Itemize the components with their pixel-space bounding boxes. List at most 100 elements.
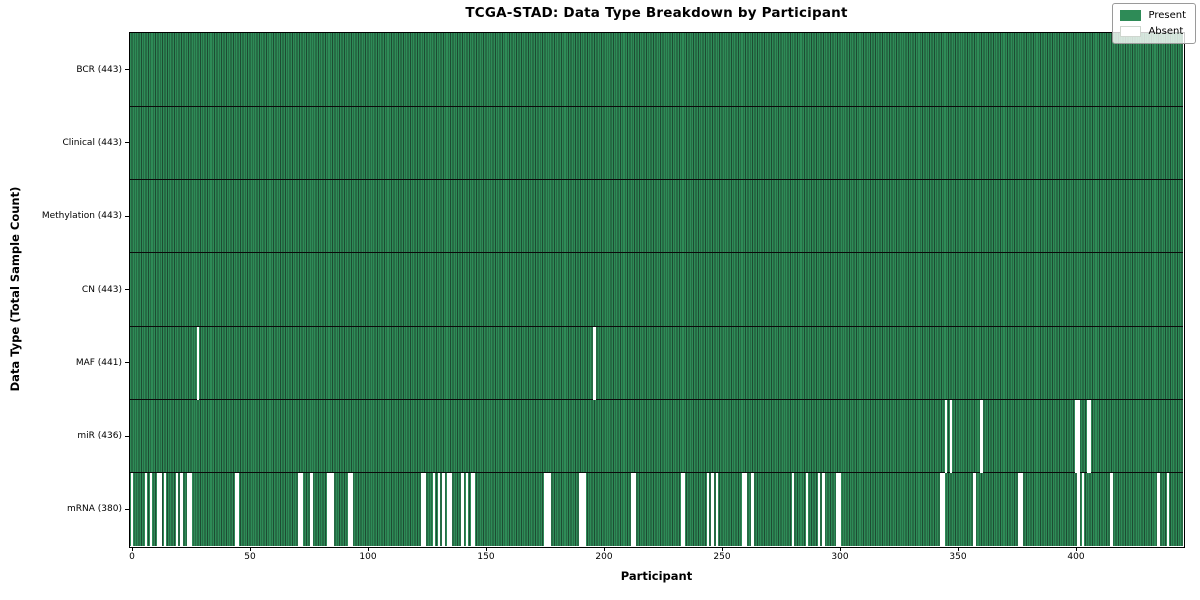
y-tick-mark — [125, 69, 129, 71]
absent-mark-mir — [980, 400, 983, 474]
absent-mark-mrna — [329, 473, 332, 547]
x-tick-label: 250 — [713, 552, 731, 562]
absent-mark-mrna — [237, 473, 240, 547]
absent-mark-mrna — [189, 473, 193, 547]
absent-mark-mrna — [940, 473, 943, 547]
absent-mark-mrna — [465, 473, 469, 547]
x-tick-label: 50 — [244, 552, 256, 562]
absent-mark-mrna — [470, 473, 474, 547]
legend: Present Absent — [1112, 3, 1196, 44]
absent-mark-mrna — [180, 473, 183, 547]
y-tick-label-cn: CN (443) — [81, 284, 122, 295]
absent-mark-mrna — [447, 473, 450, 547]
x-tick-label: 150 — [477, 552, 495, 562]
y-tick-label-methylation: Methylation (443) — [41, 211, 122, 222]
absent-mark-mrna — [1020, 473, 1023, 547]
chart-title: TCGA-STAD: Data Type Breakdown by Partic… — [465, 5, 848, 21]
x-tick-mark — [604, 547, 605, 551]
absent-mark-mrna — [187, 473, 190, 547]
x-tick-label: 350 — [949, 552, 967, 562]
legend-item-absent: Absent — [1120, 26, 1186, 37]
absent-mark-mrna — [744, 473, 747, 547]
y-tick-mark — [125, 215, 129, 217]
absent-mark-mrna — [156, 473, 160, 547]
row-separator — [130, 325, 1183, 327]
absent-mark-mrna — [347, 473, 351, 547]
present-swatch-icon — [1120, 10, 1142, 21]
absent-mark-mrna — [973, 473, 976, 547]
absent-swatch-icon — [1120, 26, 1142, 37]
absent-mark-mrna — [298, 473, 301, 547]
absent-mark-mir — [949, 400, 953, 474]
y-tick-label-mrna: mRNA (380) — [67, 504, 122, 515]
absent-mark-mrna — [711, 473, 714, 547]
row-separator — [130, 252, 1183, 254]
absent-mark-mrna — [432, 473, 436, 547]
legend-item-present: Present — [1120, 10, 1186, 21]
y-tick-label-clinical: Clinical (443) — [62, 137, 122, 148]
absent-mark-mrna — [130, 473, 134, 547]
absent-mark-mrna — [1110, 473, 1113, 547]
y-tick-mark — [125, 508, 129, 510]
absent-mark-mrna — [633, 473, 636, 547]
x-tick-mark — [958, 547, 959, 551]
x-tick-label: 400 — [1067, 552, 1085, 562]
x-tick-mark — [250, 547, 251, 551]
x-tick-mark — [132, 547, 133, 551]
absent-mark-mrna — [300, 473, 304, 547]
absent-mark-mrna — [437, 473, 440, 547]
absent-mark-maf — [196, 326, 200, 400]
x-tick-mark — [486, 547, 487, 551]
absent-mark-mrna — [838, 473, 842, 547]
row-separator — [130, 179, 1183, 181]
absent-mark-mir — [1077, 400, 1080, 474]
absent-mark-mrna — [680, 473, 684, 547]
absent-mark-mrna — [331, 473, 334, 547]
absent-mark-mrna — [1081, 473, 1085, 547]
absent-mark-mrna — [742, 473, 745, 547]
absent-mark-mrna — [234, 473, 238, 547]
absent-mark-mrna — [817, 473, 820, 547]
absent-mark-mrna — [822, 473, 825, 547]
x-tick-mark — [1076, 547, 1077, 551]
x-tick-mark — [722, 547, 723, 551]
absent-mark-mrna — [326, 473, 330, 547]
absent-mark-mrna — [683, 473, 686, 547]
x-tick-label: 0 — [129, 552, 135, 562]
x-axis-title: Participant — [620, 569, 693, 583]
y-tick-mark — [125, 142, 129, 144]
x-tick-mark — [840, 547, 841, 551]
absent-mark-mrna — [631, 473, 634, 547]
x-tick-mark — [368, 547, 369, 551]
absent-mark-mrna — [791, 473, 794, 547]
absent-mark-mrna — [350, 473, 353, 547]
absent-mark-maf — [593, 326, 596, 400]
x-tick-label: 100 — [359, 552, 377, 562]
absent-mark-mrna — [149, 473, 153, 547]
absent-mark-mrna — [579, 473, 582, 547]
y-tick-label-maf: MAF (441) — [75, 357, 122, 368]
y-tick-mark — [125, 435, 129, 437]
absent-mark-mrna — [706, 473, 710, 547]
absent-mark-mrna — [461, 473, 464, 547]
absent-mark-mir — [945, 400, 948, 474]
x-tick-label: 200 — [595, 552, 613, 562]
row-separator — [130, 472, 1183, 474]
legend-label: Present — [1148, 10, 1186, 21]
absent-mark-mrna — [1157, 473, 1160, 547]
absent-mark-mrna — [175, 473, 179, 547]
absent-mark-mrna — [310, 473, 313, 547]
absent-mark-mrna — [423, 473, 426, 547]
absent-mark-mrna — [942, 473, 946, 547]
row-separator — [130, 105, 1183, 107]
absent-mark-mir — [1074, 400, 1078, 474]
legend-label: Absent — [1148, 26, 1184, 37]
absent-mark-mrna — [1077, 473, 1080, 547]
y-tick-mark — [125, 362, 129, 364]
absent-mark-mrna — [583, 473, 587, 547]
absent-mark-mrna — [159, 473, 162, 547]
plot-area — [130, 33, 1183, 547]
absent-mark-mrna — [1166, 473, 1170, 547]
absent-mark-mrna — [163, 473, 167, 547]
